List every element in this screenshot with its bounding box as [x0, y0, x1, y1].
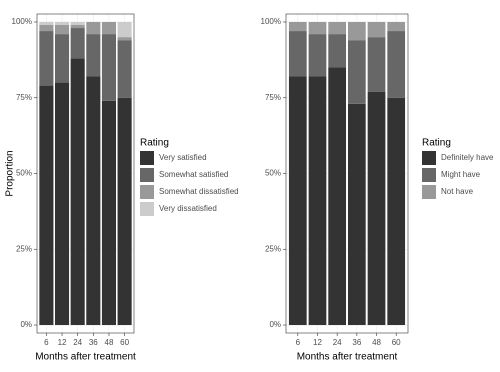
panel-border — [36, 13, 135, 334]
bar-segment — [288, 76, 307, 326]
bar-segment — [39, 31, 54, 86]
legend-label: Very satisfied — [159, 153, 207, 162]
bar-segment — [86, 21, 101, 35]
legend-label: Not have — [441, 187, 474, 196]
bar-segment — [347, 21, 366, 41]
bar-segment — [347, 40, 366, 104]
legend-label: Definitely have — [441, 153, 494, 162]
legend-label: Somewhat dissatisfied — [159, 187, 239, 196]
bar-segment — [39, 21, 54, 26]
bar-segment — [39, 25, 54, 32]
y-tick-label: 25% — [16, 244, 32, 253]
legend-title: Rating — [140, 138, 169, 149]
bar-segment — [70, 25, 85, 29]
bar-segment — [367, 91, 386, 326]
legend-key — [422, 168, 436, 182]
x-tick-label: 24 — [73, 338, 82, 347]
y-tick-label: 0% — [269, 320, 281, 329]
y-tick-label: 75% — [16, 93, 32, 102]
y-tick-label: 50% — [16, 169, 32, 178]
bar-segment — [39, 85, 54, 326]
bar-segment — [117, 40, 132, 98]
y-tick-label: 100% — [261, 17, 281, 26]
x-axis-label: Months after treatment — [297, 352, 398, 363]
bar-segment — [347, 103, 366, 326]
bar-segment — [328, 67, 347, 326]
bar-segment — [387, 31, 406, 98]
x-tick-label: 60 — [392, 338, 401, 347]
bar-segment — [367, 21, 386, 38]
bar-segment — [86, 34, 101, 77]
x-tick-label: 12 — [313, 338, 322, 347]
bar-segment — [288, 31, 307, 77]
legend-key — [140, 151, 154, 165]
bar-segment — [367, 37, 386, 92]
legend-key — [422, 151, 436, 165]
y-tick-label: 25% — [265, 244, 281, 253]
y-tick-label: 100% — [12, 17, 32, 26]
bar-segment — [54, 25, 70, 35]
x-tick-label: 48 — [372, 338, 381, 347]
legend-title: Rating — [422, 138, 451, 149]
legend-label: Might have — [441, 170, 481, 179]
bar-segment — [308, 21, 327, 35]
y-tick-label: 75% — [265, 93, 281, 102]
x-axis-label: Months after treatment — [35, 352, 136, 363]
y-axis-label: Proportion — [5, 150, 16, 196]
bar-segment — [70, 21, 85, 26]
x-tick-label: 12 — [58, 338, 67, 347]
bar-segment — [70, 58, 85, 326]
bar-segment — [328, 21, 347, 35]
bar-segment — [308, 34, 327, 77]
legend-key — [422, 185, 436, 199]
bar-segment — [54, 82, 70, 326]
x-tick-label: 6 — [44, 338, 49, 347]
bar-segment — [387, 21, 406, 32]
x-tick-label: 24 — [333, 338, 342, 347]
y-tick-label: 0% — [20, 320, 32, 329]
bar-segment — [101, 21, 117, 35]
bar-segment — [54, 21, 70, 26]
bar-segment — [117, 21, 132, 38]
y-tick-label: 50% — [265, 169, 281, 178]
bar-segment — [101, 100, 117, 326]
legend-label: Somewhat satisfied — [159, 170, 228, 179]
bar-segment — [70, 28, 85, 59]
legend-label: Very dissatisfied — [159, 204, 217, 213]
legend-key — [140, 185, 154, 199]
bar-segment — [54, 34, 70, 83]
bar-segment — [86, 76, 101, 326]
x-tick-label: 36 — [89, 338, 98, 347]
bar-segment — [117, 37, 132, 41]
legend-key — [140, 202, 154, 216]
x-tick-label: 36 — [352, 338, 361, 347]
bar-segment — [117, 97, 132, 326]
bar-segment — [387, 97, 406, 326]
bar-segment — [328, 34, 347, 68]
x-tick-label: 60 — [120, 338, 129, 347]
bar-segment — [101, 34, 117, 101]
legend-key — [140, 168, 154, 182]
bar-segment — [308, 76, 327, 326]
panel-border — [285, 13, 409, 334]
x-tick-label: 6 — [296, 338, 301, 347]
x-tick-label: 48 — [105, 338, 114, 347]
bar-segment — [288, 21, 307, 32]
